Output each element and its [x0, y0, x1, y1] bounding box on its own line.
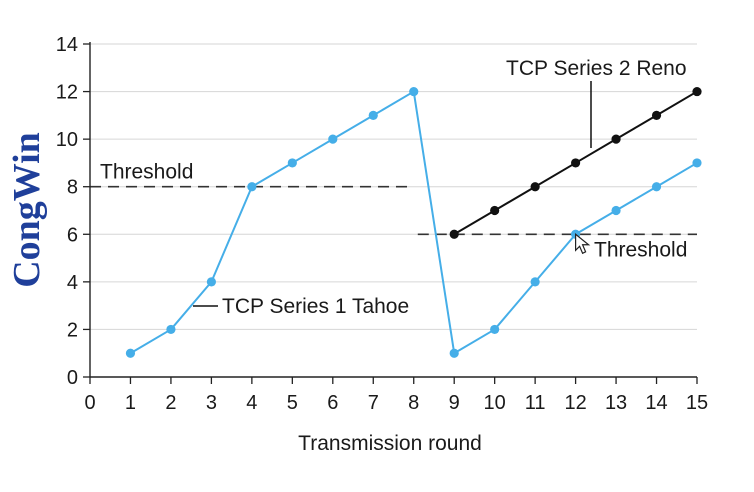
data-point-0-2 — [206, 277, 216, 287]
data-point-0-13 — [651, 182, 662, 192]
x-axis-label: Transmission round — [298, 432, 482, 455]
tahoe-annotation: TCP Series 1 Tahoe — [222, 295, 409, 318]
x-tick-label-0: 0 — [84, 392, 95, 414]
x-tick-label-3: 3 — [206, 392, 217, 414]
x-tick-label-1: 1 — [125, 392, 136, 414]
x-tick-label-13: 13 — [605, 392, 627, 414]
y-tick-label-0: 0 — [67, 367, 78, 389]
data-point-0-14 — [692, 158, 702, 168]
y-tick-label-6: 6 — [67, 224, 78, 246]
data-point-0-7 — [409, 86, 419, 97]
data-point-0-3 — [247, 182, 257, 192]
grid-lines — [90, 43, 697, 330]
x-tick-label-10: 10 — [484, 392, 506, 414]
x-tick-label-7: 7 — [368, 392, 379, 414]
x-tick-label-5: 5 — [287, 392, 298, 414]
data-point-0-0 — [125, 348, 136, 358]
data-point-1-5 — [651, 110, 662, 120]
x-tick-label-14: 14 — [645, 392, 667, 414]
y-tick-label-4: 4 — [67, 272, 78, 294]
data-point-1-3 — [571, 158, 581, 168]
x-tick-label-8: 8 — [408, 392, 419, 414]
annotations: TCP Series 1 Tahoe TCP Series 2 Reno — [193, 57, 687, 318]
data-point-1-1 — [490, 205, 500, 216]
data-point-1-0 — [449, 229, 459, 239]
x-tick-label-15: 15 — [686, 392, 708, 414]
data-point-0-8 — [449, 348, 459, 358]
threshold-label-1: Threshold — [594, 238, 687, 261]
series-group — [125, 86, 702, 358]
x-tick-label-4: 4 — [246, 392, 257, 414]
data-point-0-10 — [530, 277, 540, 287]
mouse-cursor-icon — [575, 233, 591, 255]
y-tick-label-2: 2 — [67, 319, 78, 341]
data-point-0-1 — [166, 324, 176, 335]
x-tick-label-2: 2 — [165, 392, 176, 414]
x-tick-label-9: 9 — [449, 392, 460, 414]
y-tick-label-14: 14 — [56, 34, 78, 56]
data-point-0-6 — [368, 110, 378, 120]
data-point-1-4 — [611, 134, 621, 144]
data-point-0-9 — [490, 324, 500, 335]
x-tick-label-11: 11 — [525, 392, 546, 414]
threshold-label-0: Threshold — [100, 161, 193, 184]
y-tick-label-8: 8 — [67, 177, 78, 199]
y-tick-label-10: 10 — [56, 129, 78, 151]
series-line-0 — [129, 90, 698, 355]
reno-annotation: TCP Series 2 Reno — [506, 57, 687, 80]
threshold-lines: Threshold Threshold — [90, 161, 697, 261]
data-point-1-6 — [692, 86, 702, 97]
x-tick-label-6: 6 — [327, 392, 338, 414]
y-tick-label-12: 12 — [56, 82, 78, 104]
x-tick-label-12: 12 — [564, 392, 586, 414]
data-point-0-5 — [328, 134, 338, 144]
y-axis-label: CongWin — [6, 132, 48, 288]
data-point-0-4 — [287, 158, 297, 168]
data-point-1-2 — [530, 182, 540, 192]
data-point-0-12 — [611, 205, 621, 216]
